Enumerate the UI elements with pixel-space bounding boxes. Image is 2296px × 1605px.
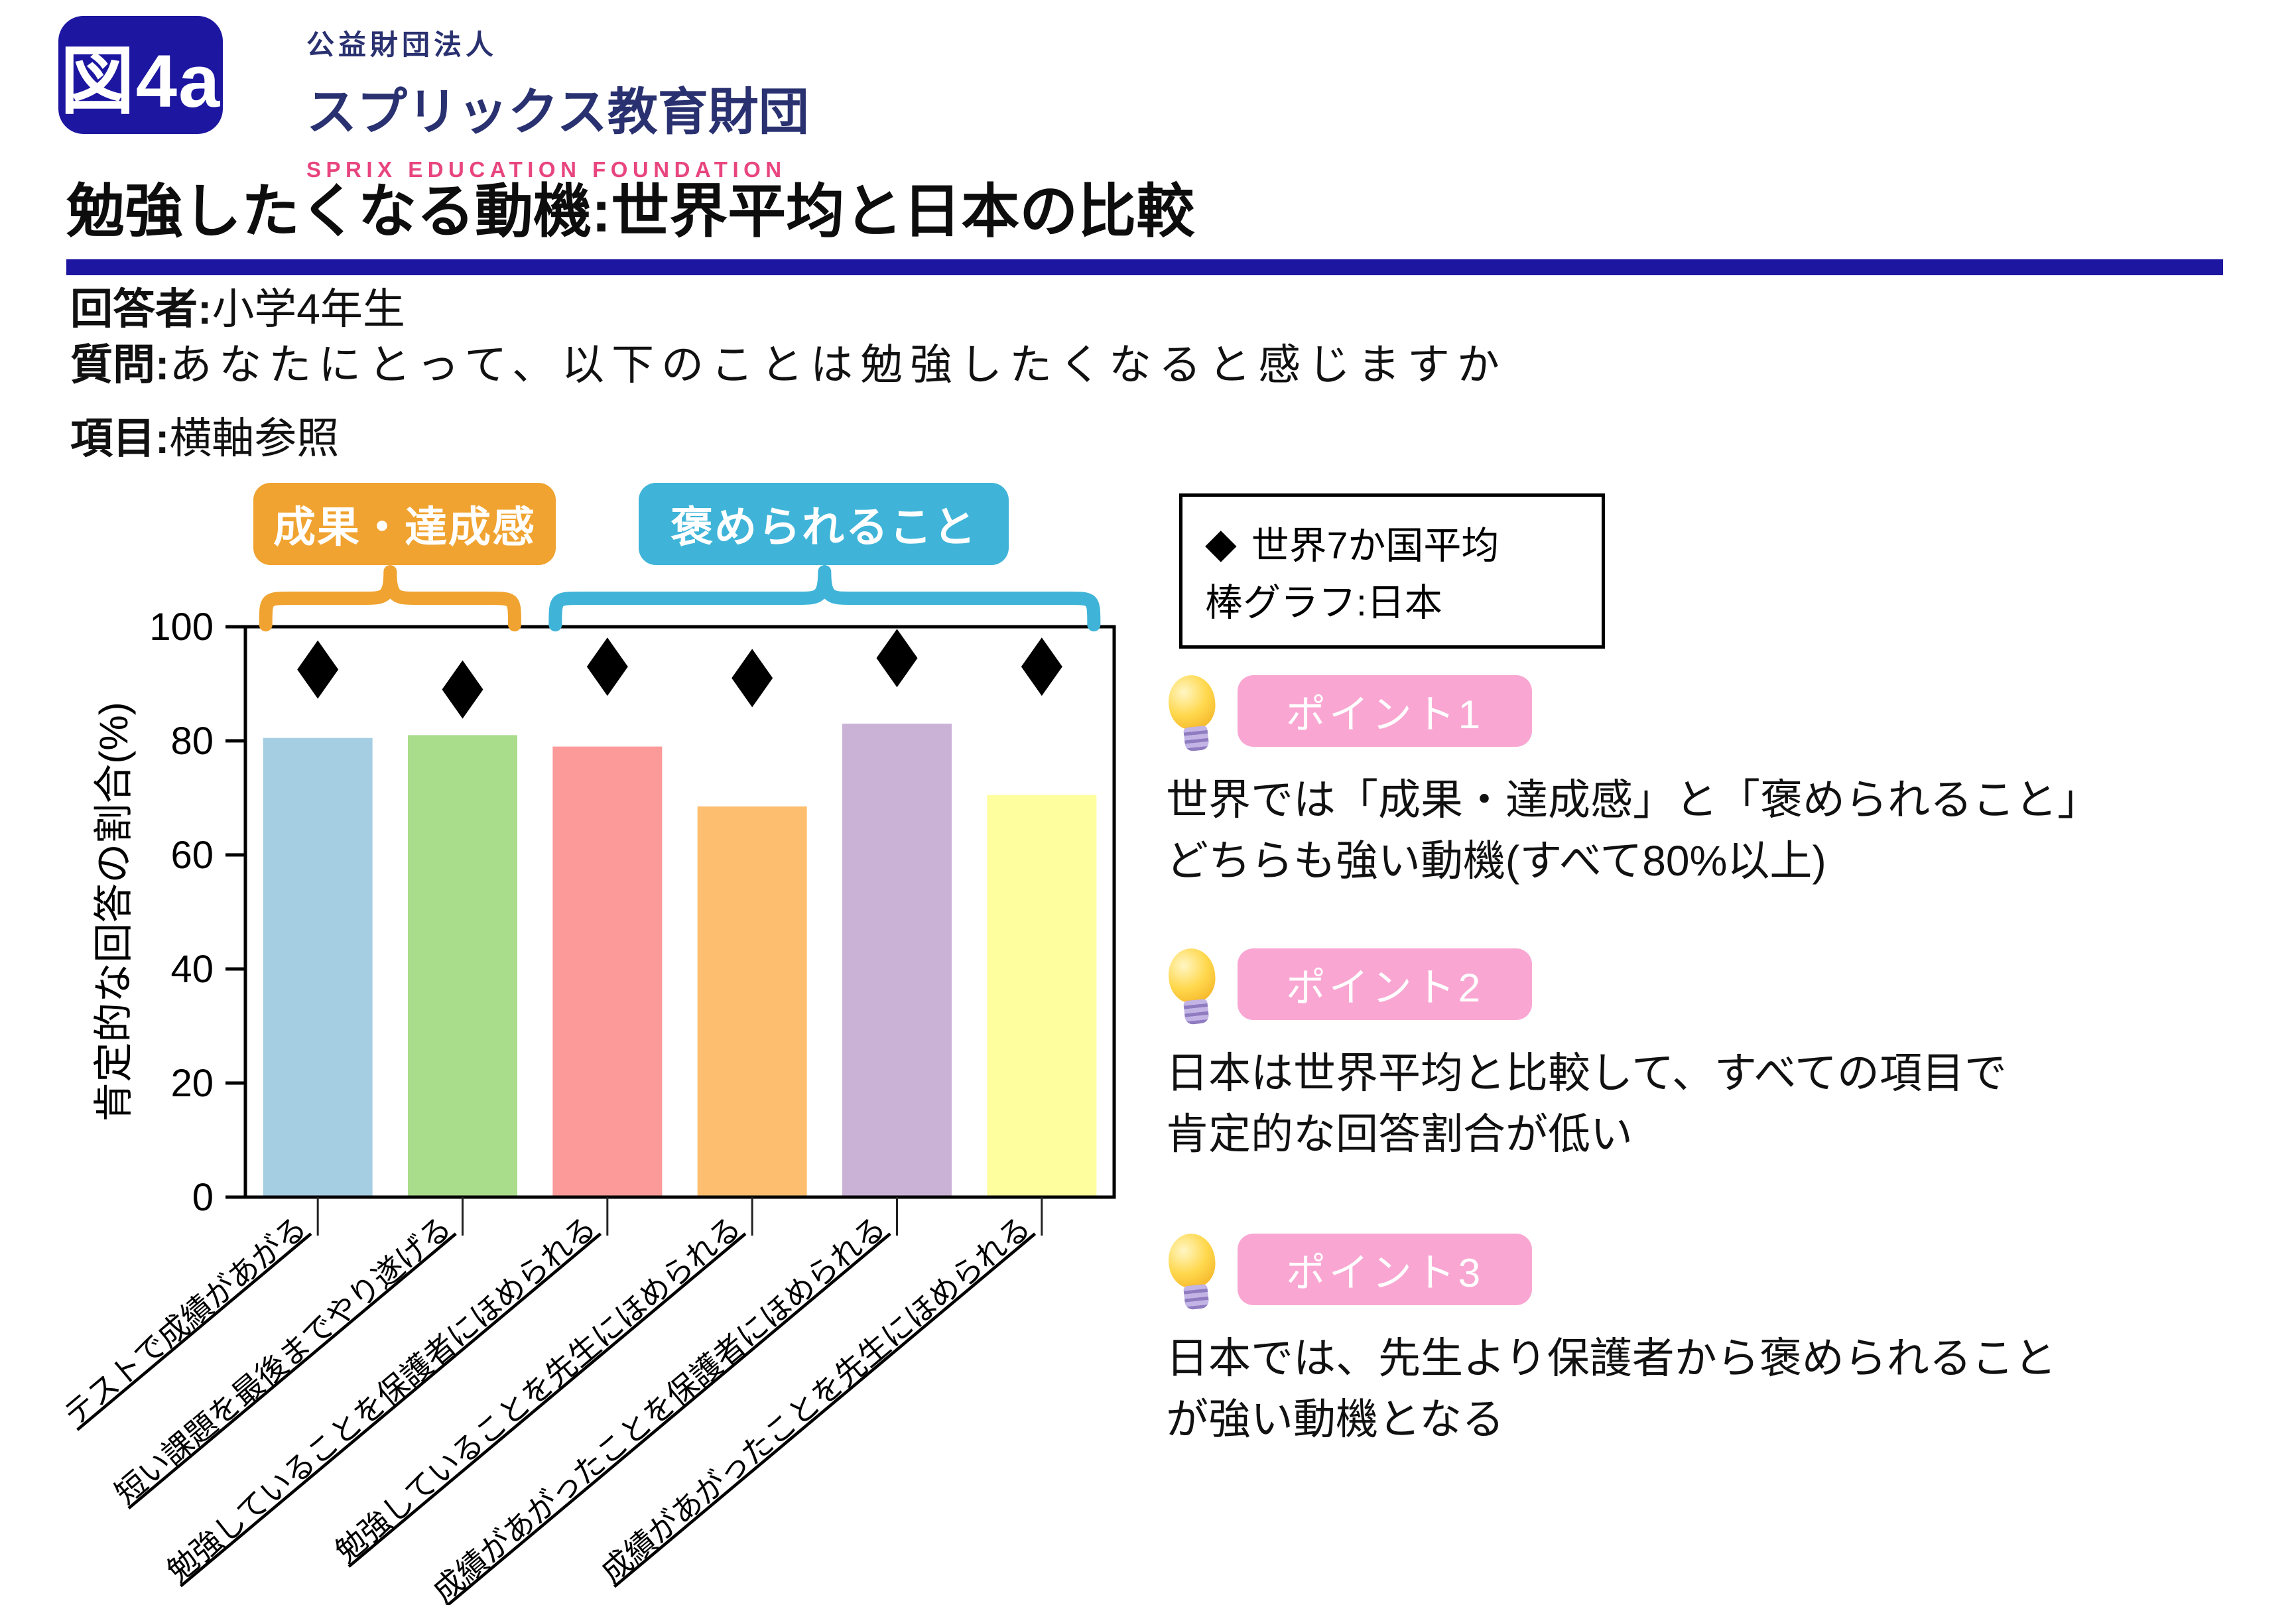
point-3-badge: ポイント3	[1238, 1234, 1532, 1305]
meta-respondent-value: 小学4年生	[212, 285, 405, 333]
meta-respondent-label: 回答者:	[70, 285, 212, 333]
legend-world-average: ◆ 世界7か国平均	[1205, 515, 1579, 570]
world-average-marker-1	[297, 640, 339, 699]
lightbulb-icon	[1162, 946, 1224, 1029]
point-3-line-2: が強い動機となる	[1166, 1395, 1505, 1444]
bar-japan-6	[987, 795, 1097, 1197]
point-2-line-2: 肯定的な回答割合が低い	[1166, 1110, 1633, 1159]
group-label-achievement-text: 成果・達成感	[273, 503, 536, 551]
group-brace-1	[259, 565, 521, 631]
survey-meta: 回答者:小学4年生 質問:あなたにとって、以下のことは勉強したくなると感じますか…	[70, 281, 1507, 466]
logo-org-type: 公益財団法人	[306, 29, 498, 60]
bar-japan-4	[697, 806, 807, 1197]
point-3-line-1: 日本では、先生より保護者から褒められること	[1166, 1334, 2057, 1382]
y-axis-title: 肯定的な回答の割合(%)	[92, 702, 136, 1122]
point-1-header: ポイント1	[1166, 675, 2296, 753]
group-label-achievement: 成果・達成感	[253, 483, 556, 565]
figure-number: 図4a	[60, 40, 222, 123]
chart-legend: ◆ 世界7か国平均 棒グラフ:日本	[1179, 493, 1605, 649]
point-1-text: 世界では「成果・達成感」と「褒められること」 どちらも強い動機(すべて80%以上…	[1166, 769, 2296, 891]
meta-item-value: 横軸参照	[169, 414, 340, 462]
meta-question: 質問:あなたにとって、以下のことは勉強したくなると感じますか	[70, 337, 1507, 393]
world-average-marker-2	[442, 660, 483, 719]
logo-org-name-en: SPRIX EDUCATION FOUNDATION	[306, 157, 787, 182]
point-2-line-1: 日本は世界平均と比較して、すべての項目で	[1166, 1049, 2007, 1097]
bar-japan-3	[552, 746, 663, 1197]
page-title: 勉強したくなる動機:世界平均と日本の比較	[66, 178, 1195, 244]
point-1-badge: ポイント1	[1238, 675, 1532, 747]
group-label-praise: 褒められること	[639, 483, 1009, 565]
group-brace-2	[548, 565, 1101, 631]
world-average-marker-3	[586, 637, 628, 696]
point-3-text: 日本では、先生より保護者から褒められること が強い動機となる	[1166, 1328, 2296, 1450]
world-average-marker-6	[1021, 637, 1062, 696]
plot-frame	[243, 625, 1116, 1199]
meta-item-label: 項目:	[70, 414, 170, 462]
meta-question-label: 質問:	[70, 341, 170, 389]
y-tick-label: 0	[192, 1176, 214, 1219]
logo-org-name: スプリックス教育財団	[306, 84, 809, 141]
point-2-badge: ポイント2	[1238, 948, 1532, 1020]
x-category-label: テストで成績があがる	[57, 1210, 313, 1433]
y-tick-label: 60	[170, 834, 214, 877]
point-1-section: ポイント1 世界では「成果・達成感」と「褒められること」 どちらも強い動機(すべ…	[1166, 675, 2296, 891]
title-block: 勉強したくなる動機:世界平均と日本の比較	[66, 164, 2223, 275]
point-2-section: ポイント2 日本は世界平均と比較して、すべての項目で 肯定的な回答割合が低い	[1166, 948, 2296, 1165]
bar-japan-2	[408, 735, 517, 1197]
meta-question-value: あなたにとって、以下のことは勉強したくなると感じますか	[169, 341, 1507, 389]
meta-item: 項目:横軸参照	[70, 411, 1507, 466]
y-tick-label: 40	[170, 948, 214, 991]
point-1-line-2: どちらも強い動機(すべて80%以上)	[1166, 837, 1826, 885]
legend-bars: 棒グラフ:日本	[1205, 582, 1442, 624]
y-tick-label: 20	[170, 1062, 214, 1105]
y-tick-label: 100	[149, 606, 214, 649]
lightbulb-icon	[1162, 673, 1224, 756]
world-average-marker-5	[876, 629, 918, 688]
point-3-header: ポイント3	[1166, 1234, 2296, 1312]
bar-japan-5	[842, 724, 952, 1197]
point-2-text: 日本は世界平均と比較して、すべての項目で 肯定的な回答割合が低い	[1166, 1043, 2296, 1165]
lightbulb-icon	[1162, 1231, 1224, 1315]
point-3-section: ポイント3 日本では、先生より保護者から褒められること が強い動機となる	[1166, 1234, 2296, 1450]
diamond-icon: ◆	[1205, 520, 1237, 566]
figure-number-badge: 図4a	[58, 16, 223, 134]
point-2-header: ポイント2	[1166, 948, 2296, 1027]
title-underline	[66, 259, 2223, 275]
y-tick-label: 80	[170, 720, 214, 763]
foundation-logo: 公益財団法人 スプリックス教育財団 SPRIX EDUCATION FOUNDA…	[306, 23, 809, 182]
meta-respondent: 回答者:小学4年生	[70, 281, 1507, 337]
world-average-marker-4	[732, 649, 773, 708]
legend-world-average-text: 世界7か国平均	[1251, 525, 1499, 567]
point-1-line-1: 世界では「成果・達成感」と「褒められること」	[1166, 776, 2100, 824]
group-label-praise-text: 褒められること	[670, 503, 977, 551]
bar-chart: 肯定的な回答の割合(%)020406080100テストで成績があがる短い課題を最…	[57, 565, 1116, 1605]
bar-japan-1	[263, 738, 373, 1197]
